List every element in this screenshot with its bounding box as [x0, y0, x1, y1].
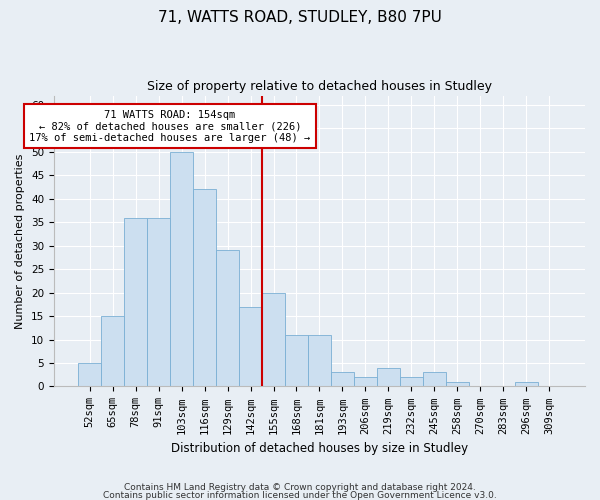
Bar — [193, 190, 216, 386]
Text: Contains HM Land Registry data © Crown copyright and database right 2024.: Contains HM Land Registry data © Crown c… — [124, 484, 476, 492]
Bar — [147, 218, 170, 386]
Text: 71 WATTS ROAD: 154sqm
← 82% of detached houses are smaller (226)
17% of semi-det: 71 WATTS ROAD: 154sqm ← 82% of detached … — [29, 110, 311, 143]
Bar — [285, 335, 308, 386]
Bar — [124, 218, 147, 386]
Bar — [101, 316, 124, 386]
Bar — [331, 372, 354, 386]
Bar — [308, 335, 331, 386]
Bar — [446, 382, 469, 386]
Bar — [216, 250, 239, 386]
X-axis label: Distribution of detached houses by size in Studley: Distribution of detached houses by size … — [171, 442, 468, 455]
Bar — [239, 306, 262, 386]
Bar — [170, 152, 193, 386]
Title: Size of property relative to detached houses in Studley: Size of property relative to detached ho… — [147, 80, 492, 93]
Bar — [377, 368, 400, 386]
Bar — [262, 292, 285, 386]
Text: Contains public sector information licensed under the Open Government Licence v3: Contains public sector information licen… — [103, 490, 497, 500]
Bar — [400, 377, 423, 386]
Bar — [354, 377, 377, 386]
Text: 71, WATTS ROAD, STUDLEY, B80 7PU: 71, WATTS ROAD, STUDLEY, B80 7PU — [158, 10, 442, 25]
Y-axis label: Number of detached properties: Number of detached properties — [16, 154, 25, 328]
Bar — [515, 382, 538, 386]
Bar — [423, 372, 446, 386]
Bar — [78, 363, 101, 386]
